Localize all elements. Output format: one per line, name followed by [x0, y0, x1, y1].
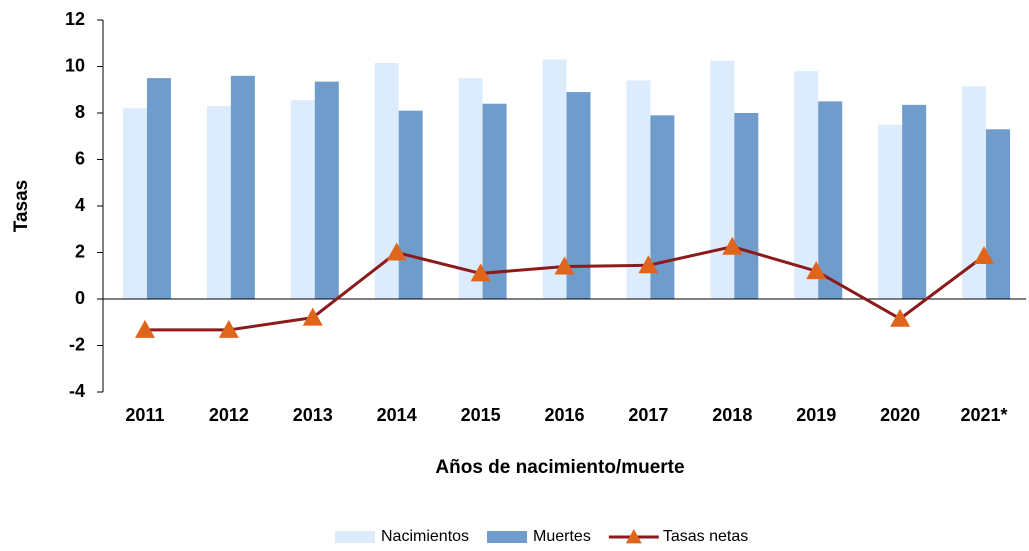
bar [482, 103, 507, 299]
y-tick-label: 6 [75, 148, 85, 168]
legend-marker [625, 529, 642, 544]
marker [470, 263, 491, 282]
marker [638, 255, 659, 274]
marker [134, 319, 155, 338]
legend-label: Tasas netas [663, 528, 748, 545]
bar [818, 101, 843, 299]
y-tick-label: 4 [75, 195, 85, 215]
bar [986, 129, 1011, 299]
x-tick-label: 2014 [377, 405, 417, 425]
x-tick-label: 2011 [125, 405, 164, 425]
x-tick-label: 2015 [461, 405, 501, 425]
y-tick-label: 12 [65, 9, 85, 29]
bar [314, 81, 339, 299]
bar [710, 60, 735, 299]
y-tick-label: 0 [75, 288, 85, 308]
y-tick-label: 2 [75, 241, 85, 261]
bar [566, 92, 591, 299]
y-tick-label: -2 [69, 334, 85, 354]
y-tick-label: 10 [65, 55, 85, 75]
x-tick-label: 2013 [293, 405, 333, 425]
legend-label: Nacimientos [381, 528, 469, 545]
marker [974, 245, 995, 264]
marker [722, 236, 743, 255]
bar [794, 71, 819, 300]
marker [806, 261, 827, 280]
y-tick-label: -4 [69, 381, 85, 401]
y-axis-title: Tasas [11, 180, 32, 232]
marker [554, 256, 575, 275]
bar [122, 108, 147, 299]
bar [206, 106, 231, 300]
bar [374, 63, 399, 300]
bar [398, 110, 423, 299]
marker [218, 319, 239, 338]
legend-label: Muertes [533, 528, 591, 545]
bar [962, 86, 987, 299]
bar [458, 78, 483, 299]
x-tick-label: 2020 [880, 405, 920, 425]
x-tick-label: 2018 [712, 405, 752, 425]
y-tick-label: 8 [75, 102, 85, 122]
marker [890, 308, 911, 327]
bar [230, 75, 255, 299]
bar [902, 104, 927, 299]
x-tick-label: 2017 [628, 405, 668, 425]
x-tick-label: 2019 [796, 405, 836, 425]
x-tick-label: 2012 [209, 405, 249, 425]
marker [386, 242, 407, 261]
legend-swatch [487, 531, 528, 543]
marker [302, 307, 323, 326]
bar [878, 124, 903, 299]
x-tick-label: 2021* [961, 405, 1008, 425]
bar [290, 100, 315, 300]
bar [542, 59, 567, 300]
bar [146, 78, 171, 299]
x-axis-title: Años de nacimiento/muerte [435, 457, 684, 478]
bar [734, 113, 759, 299]
x-tick-label: 2016 [544, 405, 584, 425]
legend-swatch [335, 531, 375, 543]
